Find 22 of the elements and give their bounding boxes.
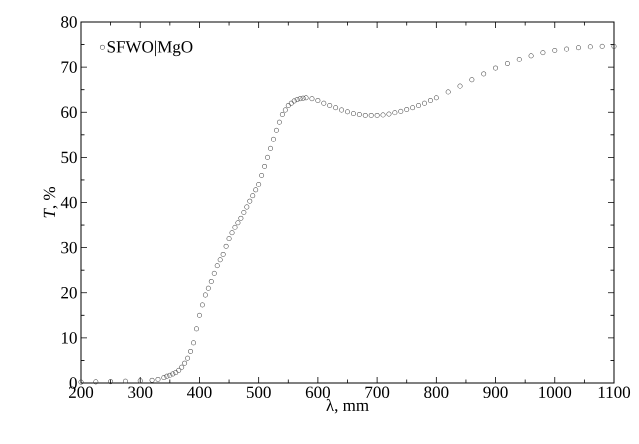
y-tick-label: 70 bbox=[62, 61, 77, 73]
x-tick-label: 700 bbox=[365, 386, 390, 398]
x-tick-label: 500 bbox=[246, 386, 271, 398]
x-tick-label: 900 bbox=[483, 386, 508, 398]
y-tick-label: 10 bbox=[62, 332, 77, 344]
legend-label: SFWO|MgO bbox=[108, 40, 192, 56]
y-tick-label: 30 bbox=[61, 242, 77, 254]
y-tick-label: 0 bbox=[70, 377, 77, 389]
x-tick-label: 800 bbox=[424, 386, 448, 398]
x-tick-label: 200 bbox=[69, 386, 94, 398]
y-tick-label: 20 bbox=[61, 287, 77, 298]
y-tick-label: 50 bbox=[61, 152, 77, 164]
x-tick-label: 600 bbox=[306, 386, 330, 398]
x-tick-label: 1100 bbox=[598, 386, 630, 398]
x-axis-title: λ, mm bbox=[326, 398, 369, 414]
y-tick-label: 80 bbox=[61, 16, 77, 28]
x-tick-label: 400 bbox=[187, 386, 212, 398]
y-tick-label: 40 bbox=[60, 196, 77, 208]
y-axis-title: T, % bbox=[44, 187, 58, 218]
y-tick-label: 60 bbox=[61, 106, 77, 118]
x-tick-label: 300 bbox=[128, 386, 152, 398]
x-tick-label: 1000 bbox=[539, 386, 572, 398]
